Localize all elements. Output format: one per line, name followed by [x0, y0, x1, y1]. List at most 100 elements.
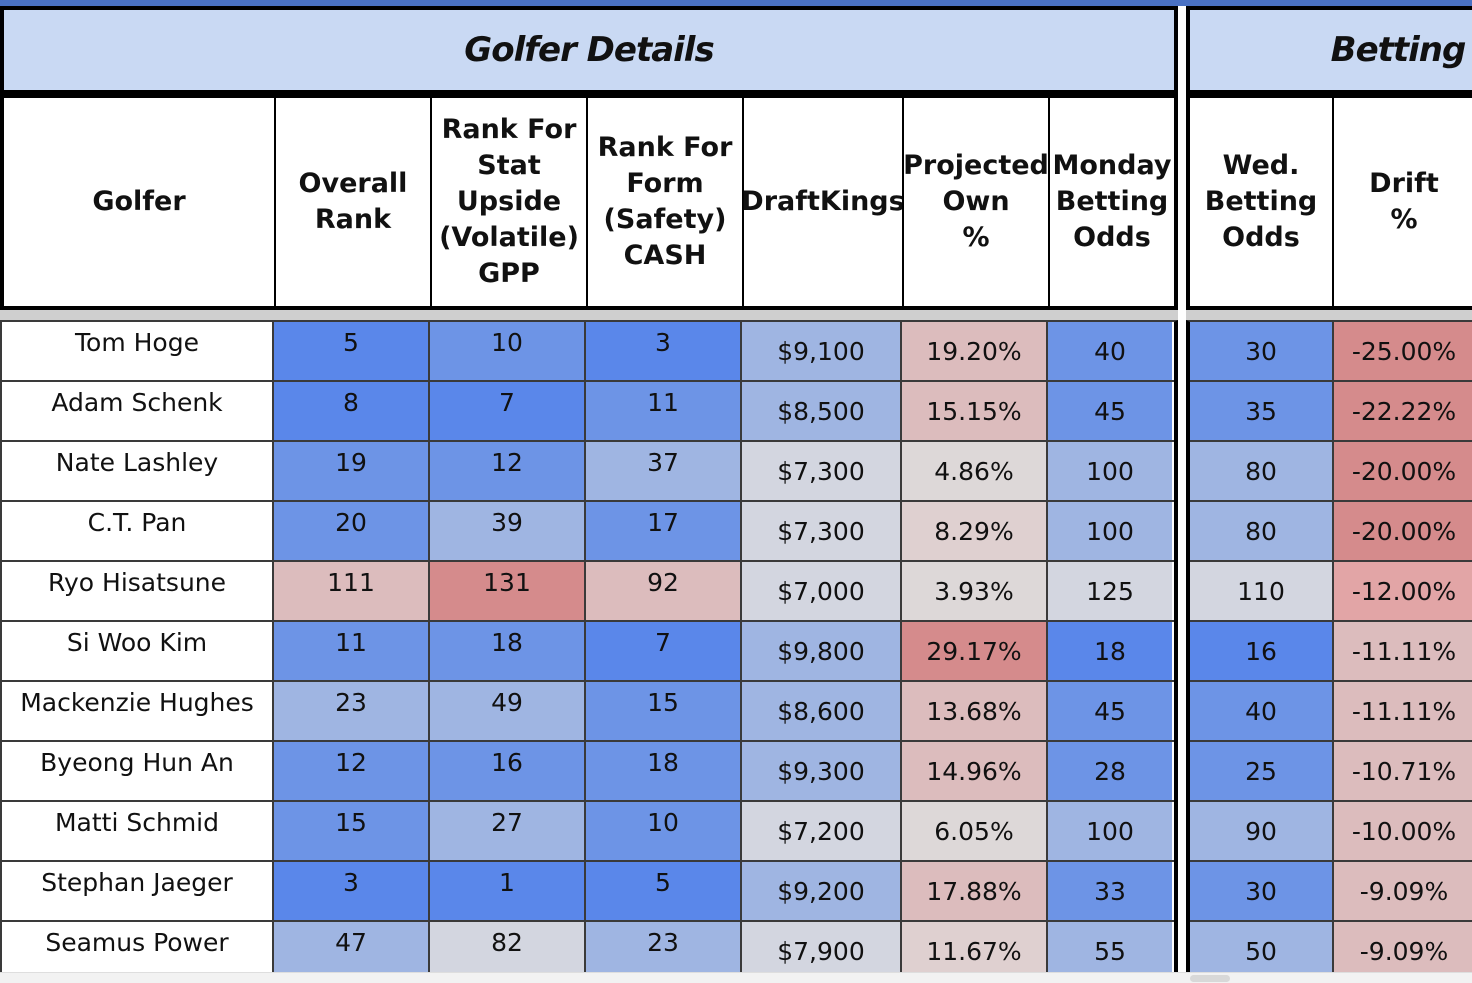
- wed-odds-cell[interactable]: 30: [1190, 322, 1332, 380]
- golfer-name-cell[interactable]: Seamus Power: [2, 922, 272, 980]
- monday-odds-cell[interactable]: 33: [1046, 862, 1172, 920]
- gpp-rank-cell[interactable]: 131: [428, 562, 584, 620]
- horizontal-scrollbar[interactable]: [0, 972, 1472, 983]
- projected-own-cell[interactable]: 4.86%: [900, 442, 1046, 500]
- header-golfer[interactable]: Golfer: [92, 186, 186, 217]
- cash-rank-cell[interactable]: 92: [584, 562, 740, 620]
- drift-cell[interactable]: -9.09%: [1332, 922, 1472, 980]
- header-drift[interactable]: Drift %: [1332, 98, 1472, 306]
- header-overall-rank[interactable]: Overall Rank: [274, 98, 430, 306]
- wed-odds-cell[interactable]: 50: [1190, 922, 1332, 980]
- overall-rank-cell[interactable]: 23: [272, 682, 428, 740]
- overall-rank-cell[interactable]: 3: [272, 862, 428, 920]
- projected-own-cell[interactable]: 14.96%: [900, 742, 1046, 800]
- cash-rank-cell[interactable]: 10: [584, 802, 740, 860]
- overall-rank-cell[interactable]: 5: [272, 322, 428, 380]
- wed-odds-cell[interactable]: 90: [1190, 802, 1332, 860]
- wed-odds-cell[interactable]: 80: [1190, 442, 1332, 500]
- gpp-rank-cell[interactable]: 10: [428, 322, 584, 380]
- gpp-rank-cell[interactable]: 12: [428, 442, 584, 500]
- drift-cell[interactable]: -10.71%: [1332, 742, 1472, 800]
- overall-rank-cell[interactable]: 20: [272, 502, 428, 560]
- wed-odds-cell[interactable]: 40: [1190, 682, 1332, 740]
- draftkings-salary-cell[interactable]: $9,200: [740, 862, 900, 920]
- drift-cell[interactable]: -11.11%: [1332, 682, 1472, 740]
- golfer-name-cell[interactable]: C.T. Pan: [2, 502, 272, 560]
- cash-rank-cell[interactable]: 37: [584, 442, 740, 500]
- draftkings-salary-cell[interactable]: $7,200: [740, 802, 900, 860]
- projected-own-cell[interactable]: 3.93%: [900, 562, 1046, 620]
- draftkings-salary-cell[interactable]: $7,000: [740, 562, 900, 620]
- draftkings-salary-cell[interactable]: $8,600: [740, 682, 900, 740]
- draftkings-salary-cell[interactable]: $7,900: [740, 922, 900, 980]
- drift-cell[interactable]: -12.00%: [1332, 562, 1472, 620]
- monday-odds-cell[interactable]: 55: [1046, 922, 1172, 980]
- drift-cell[interactable]: -25.00%: [1332, 322, 1472, 380]
- cash-rank-cell[interactable]: 7: [584, 622, 740, 680]
- golfer-name-cell[interactable]: Ryo Hisatsune: [2, 562, 272, 620]
- monday-odds-cell[interactable]: 100: [1046, 502, 1172, 560]
- golfer-name-cell[interactable]: Mackenzie Hughes: [2, 682, 272, 740]
- projected-own-cell[interactable]: 29.17%: [900, 622, 1046, 680]
- header-projected-own[interactable]: Projected Own %: [902, 98, 1049, 306]
- monday-odds-cell[interactable]: 125: [1046, 562, 1172, 620]
- gpp-rank-cell[interactable]: 18: [428, 622, 584, 680]
- overall-rank-cell[interactable]: 15: [272, 802, 428, 860]
- gpp-rank-cell[interactable]: 27: [428, 802, 584, 860]
- monday-odds-cell[interactable]: 40: [1046, 322, 1172, 380]
- header-cash-rank[interactable]: Rank For Form (Safety) CASH: [586, 98, 742, 306]
- overall-rank-cell[interactable]: 111: [272, 562, 428, 620]
- projected-own-cell[interactable]: 15.15%: [900, 382, 1046, 440]
- golfer-name-cell[interactable]: Matti Schmid: [2, 802, 272, 860]
- drift-cell[interactable]: -22.22%: [1332, 382, 1472, 440]
- cash-rank-cell[interactable]: 18: [584, 742, 740, 800]
- header-monday-odds[interactable]: Monday Betting Odds: [1048, 98, 1174, 306]
- draftkings-salary-cell[interactable]: $7,300: [740, 442, 900, 500]
- drift-cell[interactable]: -11.11%: [1332, 622, 1472, 680]
- golfer-name-cell[interactable]: Stephan Jaeger: [2, 862, 272, 920]
- gpp-rank-cell[interactable]: 82: [428, 922, 584, 980]
- wed-odds-cell[interactable]: 25: [1190, 742, 1332, 800]
- drift-cell[interactable]: -20.00%: [1332, 502, 1472, 560]
- gpp-rank-cell[interactable]: 39: [428, 502, 584, 560]
- draftkings-salary-cell[interactable]: $7,300: [740, 502, 900, 560]
- overall-rank-cell[interactable]: 47: [272, 922, 428, 980]
- wed-odds-cell[interactable]: 80: [1190, 502, 1332, 560]
- cash-rank-cell[interactable]: 17: [584, 502, 740, 560]
- projected-own-cell[interactable]: 11.67%: [900, 922, 1046, 980]
- scrollbar-thumb[interactable]: [1190, 975, 1230, 982]
- drift-cell[interactable]: -20.00%: [1332, 442, 1472, 500]
- overall-rank-cell[interactable]: 19: [272, 442, 428, 500]
- monday-odds-cell[interactable]: 100: [1046, 802, 1172, 860]
- wed-odds-cell[interactable]: 30: [1190, 862, 1332, 920]
- monday-odds-cell[interactable]: 18: [1046, 622, 1172, 680]
- cash-rank-cell[interactable]: 15: [584, 682, 740, 740]
- projected-own-cell[interactable]: 19.20%: [900, 322, 1046, 380]
- gpp-rank-cell[interactable]: 7: [428, 382, 584, 440]
- header-wed-odds[interactable]: Wed. Betting Odds: [1204, 150, 1318, 253]
- projected-own-cell[interactable]: 17.88%: [900, 862, 1046, 920]
- projected-own-cell[interactable]: 6.05%: [900, 802, 1046, 860]
- overall-rank-cell[interactable]: 11: [272, 622, 428, 680]
- drift-cell[interactable]: -10.00%: [1332, 802, 1472, 860]
- cash-rank-cell[interactable]: 11: [584, 382, 740, 440]
- header-gpp-rank[interactable]: Rank For Stat Upside (Volatile) GPP: [430, 98, 586, 306]
- overall-rank-cell[interactable]: 12: [272, 742, 428, 800]
- golfer-name-cell[interactable]: Tom Hoge: [2, 322, 272, 380]
- monday-odds-cell[interactable]: 45: [1046, 382, 1172, 440]
- golfer-name-cell[interactable]: Nate Lashley: [2, 442, 272, 500]
- header-draftkings[interactable]: DraftKings: [741, 98, 905, 306]
- wed-odds-cell[interactable]: 110: [1190, 562, 1332, 620]
- gpp-rank-cell[interactable]: 16: [428, 742, 584, 800]
- wed-odds-cell[interactable]: 16: [1190, 622, 1332, 680]
- drift-cell[interactable]: -9.09%: [1332, 862, 1472, 920]
- cash-rank-cell[interactable]: 5: [584, 862, 740, 920]
- draftkings-salary-cell[interactable]: $8,500: [740, 382, 900, 440]
- gpp-rank-cell[interactable]: 49: [428, 682, 584, 740]
- golfer-name-cell[interactable]: Adam Schenk: [2, 382, 272, 440]
- golfer-name-cell[interactable]: Si Woo Kim: [2, 622, 272, 680]
- draftkings-salary-cell[interactable]: $9,300: [740, 742, 900, 800]
- golfer-name-cell[interactable]: Byeong Hun An: [2, 742, 272, 800]
- gpp-rank-cell[interactable]: 1: [428, 862, 584, 920]
- projected-own-cell[interactable]: 8.29%: [900, 502, 1046, 560]
